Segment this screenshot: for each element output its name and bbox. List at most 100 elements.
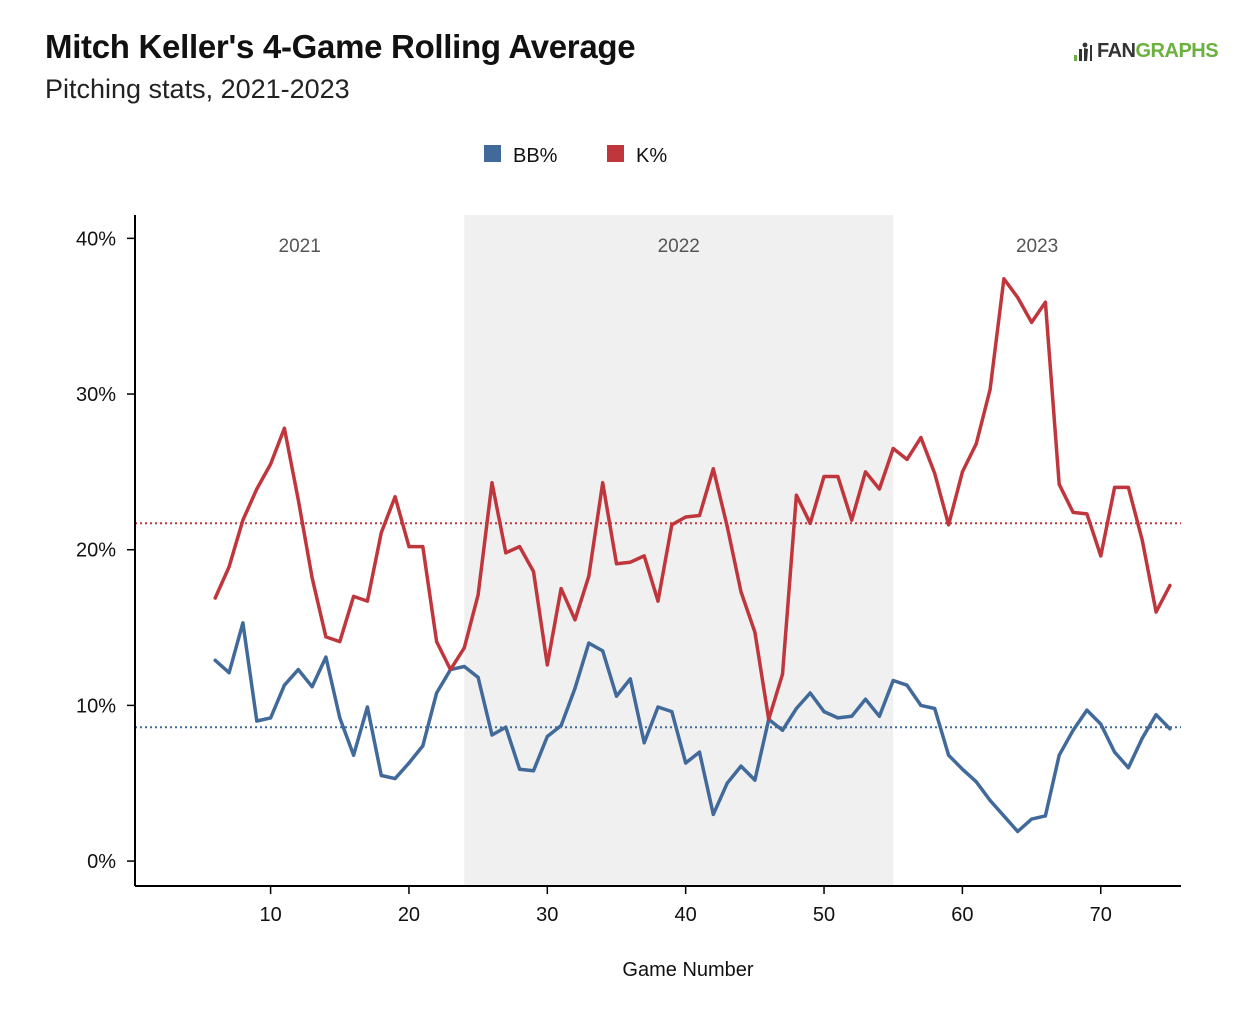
- data-point-bb: [352, 753, 356, 757]
- data-point-k: [753, 630, 757, 634]
- data-point-bb: [891, 678, 895, 683]
- data-point-k: [462, 646, 466, 650]
- y-tick-label: 0%: [87, 851, 116, 873]
- x-tick-label: 20: [398, 904, 420, 926]
- data-point-bb: [1126, 766, 1131, 770]
- data-point-bb: [656, 705, 660, 709]
- data-point-k: [518, 545, 522, 549]
- series-line-k: [213, 277, 1172, 722]
- data-point-k: [352, 594, 356, 599]
- data-point-k: [933, 471, 937, 476]
- data-point-bb: [1112, 750, 1117, 754]
- data-point-bb: [822, 710, 826, 714]
- data-point-k: [808, 521, 812, 525]
- data-point-k: [725, 524, 729, 528]
- data-point-k: [476, 593, 480, 597]
- data-point-k: [365, 599, 370, 603]
- data-point-k: [988, 387, 992, 391]
- x-tick-label: 70: [1090, 904, 1112, 926]
- data-point-k: [780, 672, 785, 676]
- data-point-bb: [476, 675, 480, 679]
- x-tick-label: 40: [675, 904, 697, 926]
- data-point-k: [1071, 510, 1075, 514]
- data-point-bb: [545, 734, 549, 739]
- data-point-k: [642, 554, 646, 558]
- data-point-bb: [393, 776, 397, 781]
- season-label-2022: 2022: [658, 236, 700, 257]
- data-point-bb: [1099, 722, 1103, 726]
- y-tick-label: 40%: [76, 228, 116, 250]
- legend-label-bb: BB%: [513, 145, 558, 167]
- data-point-bb: [559, 724, 563, 728]
- chart-subtitle: Pitching stats, 2021-2023: [45, 74, 350, 104]
- data-point-bb: [1085, 708, 1089, 712]
- data-point-k: [1099, 554, 1103, 558]
- data-point-bb: [684, 761, 688, 765]
- x-tick-label: 10: [259, 904, 281, 926]
- data-point-k: [1085, 512, 1089, 516]
- data-point-k: [1029, 320, 1034, 325]
- data-point-bb: [697, 750, 702, 754]
- data-point-k: [1002, 277, 1006, 281]
- data-point-bb: [518, 767, 522, 771]
- data-point-k: [587, 574, 591, 578]
- data-point-bb: [1016, 829, 1020, 834]
- y-tick-label: 20%: [76, 540, 116, 562]
- data-point-k: [1112, 485, 1117, 490]
- data-point-bb: [407, 761, 411, 765]
- data-point-k: [684, 515, 688, 519]
- data-point-bb: [435, 691, 439, 695]
- logo-text-graphs: GRAPHS: [1135, 40, 1219, 62]
- data-point-bb: [531, 769, 536, 773]
- data-point-k: [628, 560, 632, 564]
- data-point-bb: [379, 773, 383, 778]
- logo-text-fan: FAN: [1097, 40, 1136, 62]
- data-point-bb: [296, 667, 300, 672]
- data-point-bb: [490, 733, 494, 737]
- data-point-k: [601, 481, 605, 485]
- legend-swatch-k: [607, 145, 624, 162]
- data-point-k: [559, 587, 563, 591]
- data-point-bb: [1029, 817, 1034, 821]
- data-point-bb: [919, 703, 923, 708]
- fangraphs-logo: FAN GRAPHS: [1073, 40, 1219, 63]
- data-point-bb: [365, 705, 370, 709]
- data-point-k: [836, 474, 840, 479]
- data-point-k: [1140, 538, 1144, 542]
- data-point-k: [213, 596, 217, 600]
- data-point-k: [379, 530, 383, 535]
- data-point-k: [656, 599, 660, 603]
- y-tick-label: 30%: [76, 384, 116, 406]
- data-point-bb: [1043, 814, 1048, 818]
- x-tick-label: 60: [951, 904, 973, 926]
- data-point-k: [794, 493, 798, 497]
- data-point-k: [1016, 295, 1020, 300]
- data-point-bb: [836, 716, 840, 720]
- data-point-bb: [725, 781, 729, 785]
- data-point-bb: [1140, 736, 1144, 740]
- data-point-k: [296, 498, 300, 502]
- data-point-k: [1057, 482, 1061, 486]
- data-point-bb: [863, 697, 868, 701]
- data-point-k: [905, 457, 909, 462]
- x-axis-title: Game Number: [622, 959, 753, 981]
- data-point-k: [974, 442, 978, 446]
- data-point-k: [891, 446, 895, 451]
- season-label-2021: 2021: [279, 236, 321, 257]
- data-point-bb: [227, 671, 231, 675]
- data-point-bb: [213, 658, 217, 662]
- data-point-k: [421, 545, 425, 549]
- data-point-k: [960, 470, 964, 474]
- data-point-bb: [1071, 728, 1075, 732]
- data-point-k: [1043, 300, 1048, 304]
- data-point-bb: [877, 714, 881, 718]
- data-point-k: [435, 639, 439, 644]
- data-point-bb: [780, 728, 785, 732]
- data-point-k: [919, 436, 923, 440]
- data-point-k: [545, 663, 549, 667]
- data-point-k: [697, 513, 702, 518]
- data-point-k: [670, 523, 674, 527]
- x-tick-label: 30: [536, 904, 558, 926]
- legend-label-k: K%: [636, 145, 667, 167]
- data-point-bb: [753, 778, 757, 782]
